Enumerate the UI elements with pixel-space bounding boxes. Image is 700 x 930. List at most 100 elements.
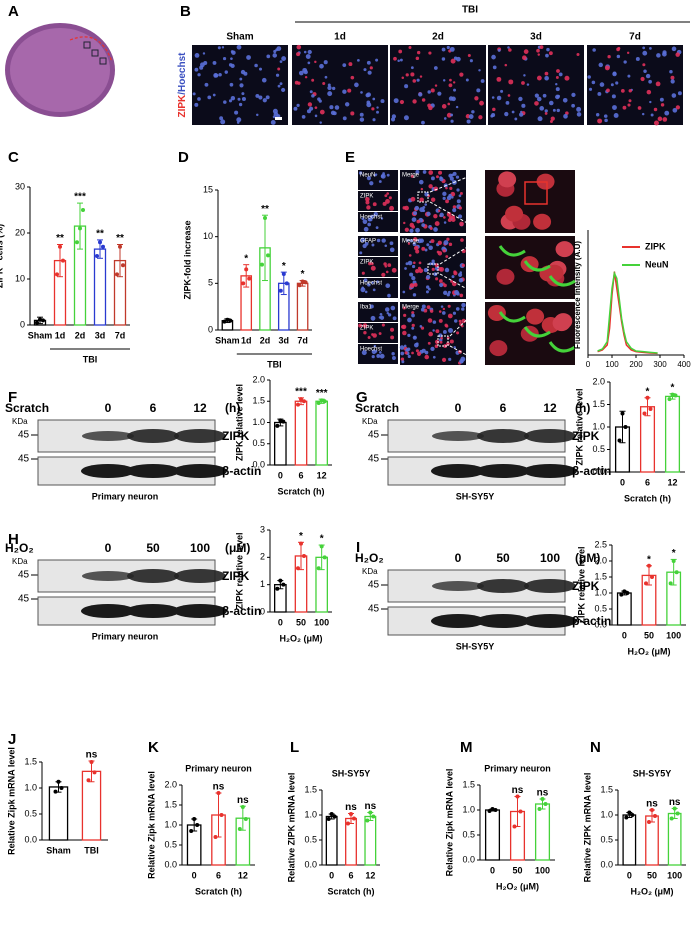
data-point [222,319,227,324]
column-label: 3d [530,32,542,43]
cell-nucleus [418,261,422,265]
cell-nucleus [410,196,416,202]
lane-label: 0 [105,541,112,555]
cell-nucleus [643,69,647,73]
data-point [299,397,303,402]
cell-nucleus [259,67,263,71]
cell-nucleus [597,92,602,96]
cell-nucleus [431,259,435,263]
cell-nucleus [415,227,420,233]
cell-nucleus [544,71,549,76]
channel-label: GFAP [360,239,376,245]
cell-nucleus [430,239,435,244]
merge-label: Merge [402,305,420,311]
cell-nucleus [421,304,426,309]
merge-label: Merge [402,173,420,179]
y-tick-label: 0.5 [592,444,605,454]
cell-nucleus [218,72,222,77]
x-tick-label: 0 [329,870,334,880]
x-tick-label: 200 [629,360,643,369]
cell-nucleus [434,339,440,345]
cell-nucleus [430,346,435,352]
cell-nucleus [405,73,409,77]
treatment-label: H₂O₂ [355,551,384,565]
cell-nucleus [301,115,306,119]
cell-nucleus [449,176,454,181]
brain-tissue [10,28,110,112]
cell-nucleus [435,277,439,281]
data-point [58,244,62,249]
cell-nucleus [386,192,390,195]
data-point [647,563,651,568]
cell-nucleus [446,212,452,217]
channel-label: Hoechst [360,215,382,221]
micrograph [358,344,398,364]
y-tick-label: 0.5 [594,603,607,613]
cell-nucleus [344,102,350,107]
micrograph [358,212,398,232]
cell-nucleus [363,278,368,283]
cell-nucleus [445,186,448,190]
chart-title: SH-SY5Y [332,768,371,778]
cell-nucleus [508,79,514,85]
cell-nucleus [423,267,429,273]
cell-nucleus [437,91,442,96]
significance-label: *** [74,192,86,203]
cell-nucleus [376,354,381,358]
cell-nucleus [411,351,414,355]
x-tick-label: 3d [95,330,106,340]
cell-nucleus [367,222,372,227]
cell-nucleus [642,46,646,50]
cell-nucleus [422,205,426,209]
data-point [115,272,119,277]
cell-nucleus [453,270,457,274]
cell-nucleus [438,279,443,283]
cell-nucleus [459,221,464,227]
data-point [78,226,82,231]
cell-label: Primary neuron [92,631,159,641]
cell-nucleus [456,188,460,192]
cell-nucleus [411,313,415,318]
cell-nucleus [649,100,652,104]
cell-nucleus [379,353,385,359]
y-tick-label: 10 [203,231,213,241]
micrograph [358,302,398,322]
cell-nucleus [385,283,391,289]
lane-label: 100 [190,541,210,555]
x-tick-label: 0 [490,865,495,875]
y-tick-label: 2.0 [164,779,177,789]
lane-label: 50 [496,551,510,565]
zoom-guide [449,345,486,366]
cell-nucleus [447,290,451,294]
glia-process [523,326,551,338]
cell-nucleus [424,248,428,252]
protein-label: ZIPK [572,579,600,593]
cell-nucleus [413,282,418,287]
cell-body [533,213,552,230]
cell-nucleus [545,53,549,58]
cell-nucleus [446,293,450,297]
blot-band [82,431,134,441]
cell-nucleus [460,192,463,195]
cell-nucleus [641,112,645,116]
significance-label: * [671,382,675,393]
highlight-box [524,181,548,205]
cell-nucleus [476,88,481,93]
cell-nucleus [655,81,661,87]
column-label: 1d [334,32,346,43]
cell-nucleus [410,72,415,77]
x-tick-label: 1d [241,335,252,345]
cell-nucleus [453,346,456,349]
data-point [671,559,676,563]
panel-letter: A [8,3,19,20]
data-point [319,398,324,403]
data-point [247,276,252,281]
y-axis-label: Relative Zipk mRNA level [444,769,454,877]
y-tick-label: 1.5 [462,779,475,789]
cell-nucleus [400,351,405,356]
cell-nucleus [427,90,431,94]
blot-band [173,604,227,618]
cell-nucleus [398,49,403,54]
cell-nucleus [478,115,483,120]
data-point [189,829,194,833]
